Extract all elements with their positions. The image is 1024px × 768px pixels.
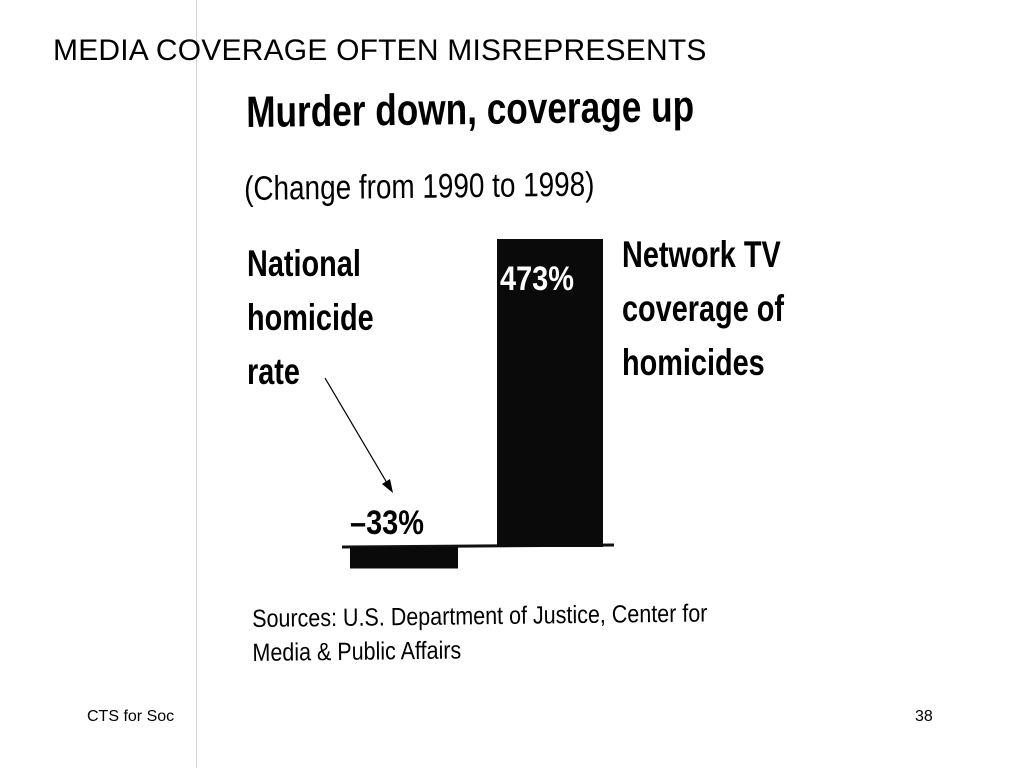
footer-text: CTS for Soc: [87, 708, 175, 725]
category-label-tv-coverage: Network TV coverage of homicides: [622, 234, 785, 383]
slide-divider-line: [196, 0, 197, 768]
chart-sources: Sources: U.S. Department of Justice, Cen…: [252, 599, 708, 667]
slide-title: MEDIA COVERAGE OFTEN MISREPRESENTS: [53, 34, 707, 67]
page-number: 38: [915, 708, 933, 725]
bar-tv-coverage: [497, 239, 603, 547]
data-label-tv-coverage: 473%: [500, 260, 574, 298]
bar-homicide-rate: [350, 547, 458, 569]
pointer-arrow: [324, 377, 391, 489]
chart-clipping: Murder down, coverage up (Change from 19…: [232, 82, 836, 694]
pointer-arrowhead: [382, 479, 393, 493]
category-label-homicide-rate: National homicide rate: [247, 243, 374, 392]
bar-chart: [324, 239, 615, 569]
data-label-homicide-rate: –33%: [350, 504, 424, 542]
